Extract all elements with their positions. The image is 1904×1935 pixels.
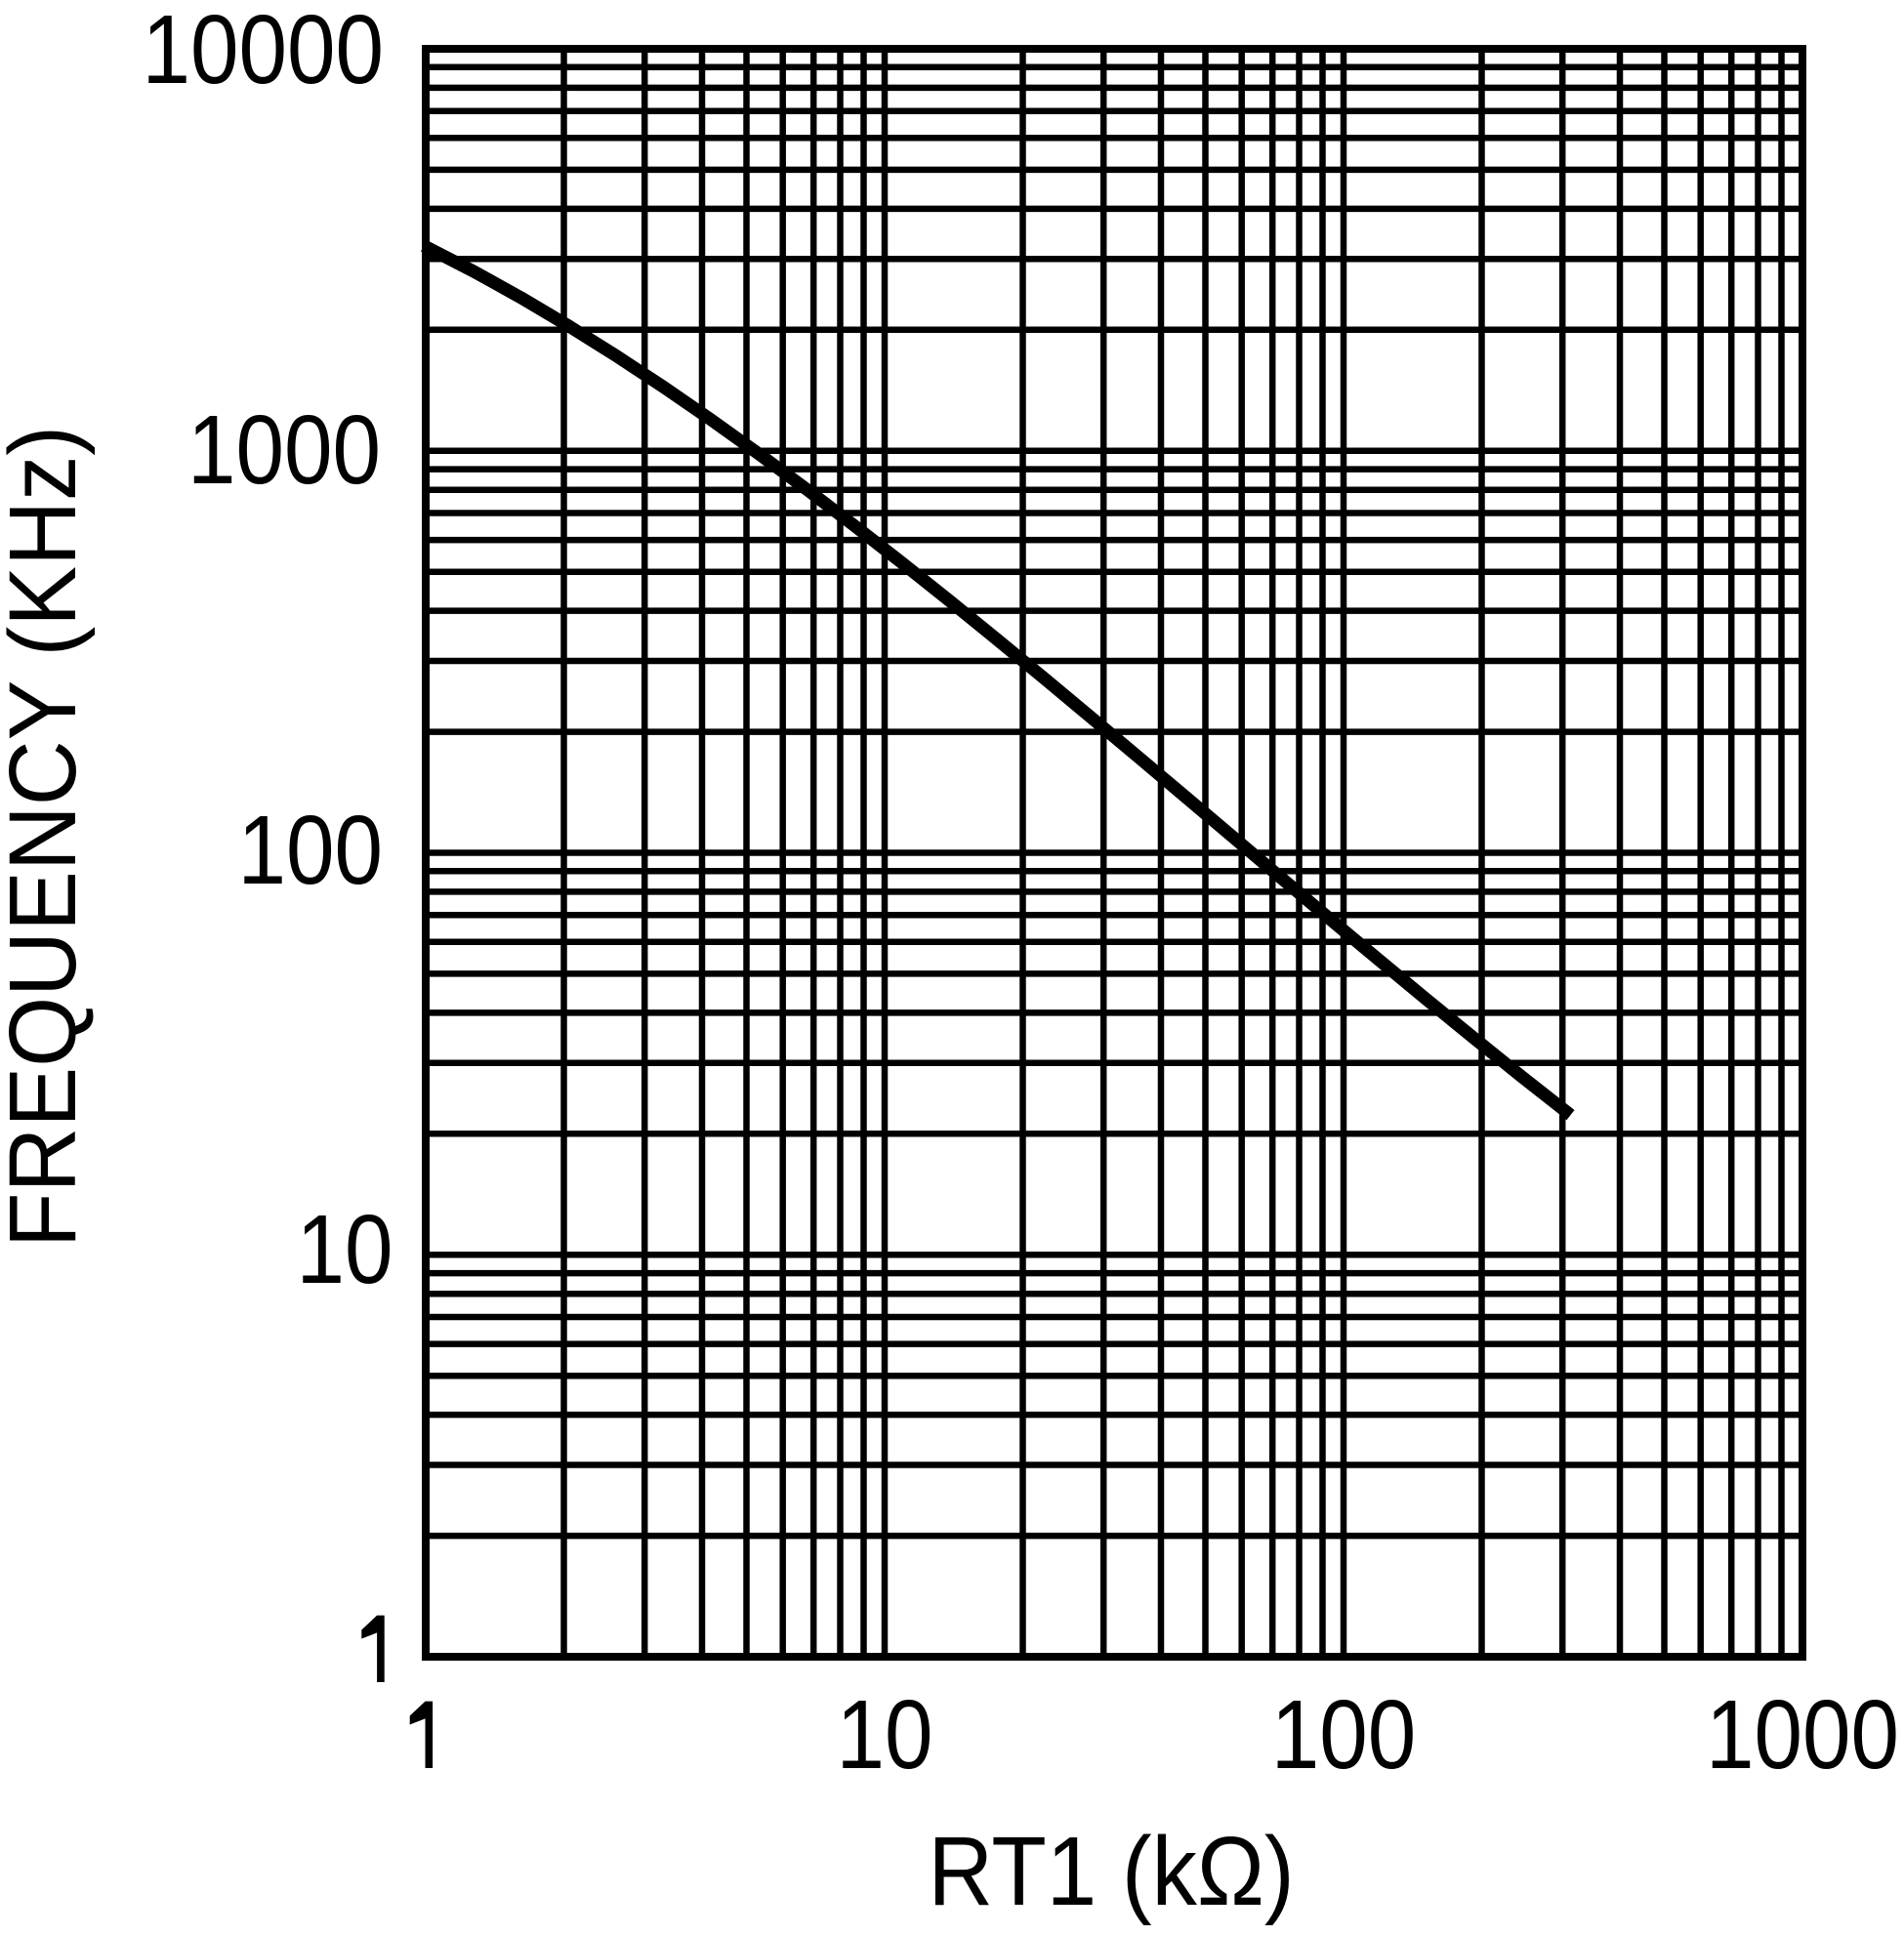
svg-text:RT1 (kΩ): RT1 (kΩ) [928, 1818, 1294, 1926]
svg-text:10000: 10000 [143, 0, 384, 104]
svg-text:10: 10 [297, 1195, 393, 1304]
svg-text:1000: 1000 [1706, 1680, 1899, 1790]
svg-text:100: 100 [1271, 1680, 1416, 1790]
svg-text:100: 100 [238, 796, 383, 905]
svg-text:FREQUENCY (KHz): FREQUENCY (KHz) [0, 426, 96, 1248]
svg-text:10: 10 [837, 1680, 933, 1790]
svg-text:1000: 1000 [187, 395, 381, 505]
